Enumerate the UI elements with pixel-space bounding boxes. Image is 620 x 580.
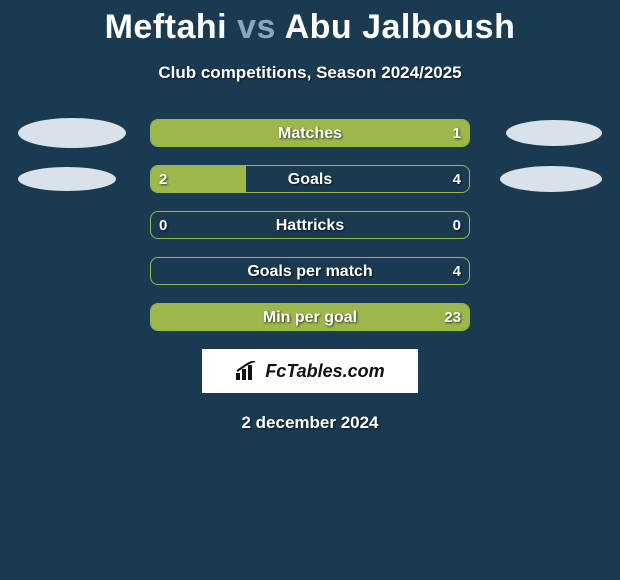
subtitle: Club competitions, Season 2024/2025 <box>0 63 620 83</box>
stat-value-right: 4 <box>453 258 461 285</box>
player2-ellipse <box>500 166 602 192</box>
stat-bar: Matches1 <box>150 119 470 147</box>
stat-row: Goals per match4 <box>10 257 610 285</box>
stat-label: Matches <box>151 120 469 147</box>
stat-label: Hattricks <box>151 212 469 239</box>
title-player1: Meftahi <box>105 8 228 46</box>
date-text: 2 december 2024 <box>0 413 620 433</box>
stat-value-right: 0 <box>453 212 461 239</box>
stat-bar: Goals2 4 <box>150 165 470 193</box>
chart-area: Matches1 Goals2 4 Hattricks0 0 Goals per matc… <box>0 119 620 331</box>
stat-row: Hattricks0 0 <box>10 211 610 239</box>
stat-value-left: 0 <box>159 212 167 239</box>
stat-row: Goals2 4 <box>10 165 610 193</box>
player1-ellipse <box>18 118 126 148</box>
stat-label: Goals per match <box>151 258 469 285</box>
stat-bar: Goals per match4 <box>150 257 470 285</box>
stat-row: Min per goal23 <box>10 303 610 331</box>
stat-label: Goals <box>151 166 469 193</box>
stat-label: Min per goal <box>151 304 469 331</box>
stat-bar: Min per goal23 <box>150 303 470 331</box>
title-vs: vs <box>237 8 276 46</box>
stat-bar: Hattricks0 0 <box>150 211 470 239</box>
title: Meftahi vs Abu Jalboush <box>0 0 620 47</box>
stat-value-right: 4 <box>453 166 461 193</box>
stat-value-right: 23 <box>444 304 461 331</box>
stat-value-left: 2 <box>159 166 167 193</box>
player1-ellipse <box>18 167 116 191</box>
stat-row: Matches1 <box>10 119 610 147</box>
player2-ellipse <box>506 120 602 146</box>
brand-box: FcTables.com <box>202 349 418 393</box>
stat-value-right: 1 <box>453 120 461 147</box>
chart-icon <box>235 361 259 381</box>
brand-text: FcTables.com <box>265 361 384 382</box>
title-player2: Abu Jalboush <box>285 8 516 46</box>
